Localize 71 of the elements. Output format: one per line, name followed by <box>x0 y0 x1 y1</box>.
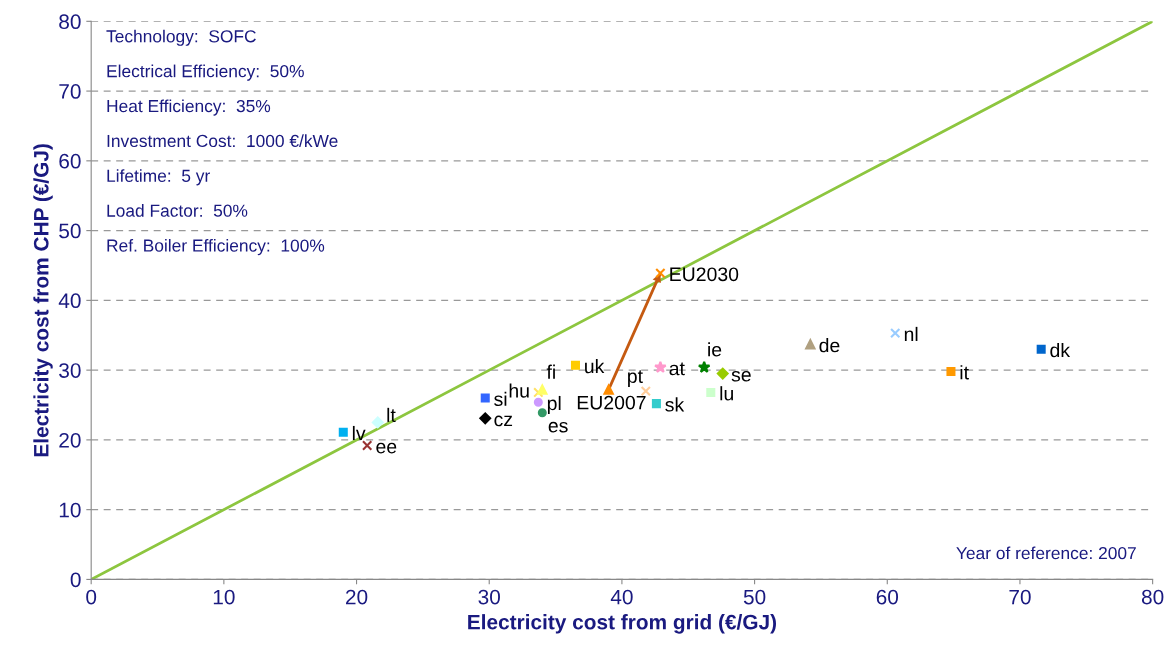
point <box>570 360 580 370</box>
point <box>697 360 711 373</box>
x-axis-title: Electricity cost from grid (€/GJ) <box>468 614 777 634</box>
x-tick-label: 80 <box>1141 589 1164 605</box>
annotation: Investment Cost: 1000 €/kWe <box>107 134 338 148</box>
series-label: it <box>960 365 969 380</box>
point <box>338 427 348 437</box>
series-label: at <box>669 362 685 376</box>
y-tick-label: 50 <box>59 223 81 239</box>
annotation: Electrical Efficiency: 50% <box>107 64 304 81</box>
point <box>361 440 373 451</box>
series-label: se <box>731 370 751 382</box>
point <box>371 416 384 429</box>
x-tick-label: 60 <box>876 589 899 605</box>
annotation: Year of reference: 2007 <box>956 546 1136 560</box>
series-label: EU2030 <box>670 267 739 282</box>
series-label: ee <box>376 442 397 454</box>
series-label: uk <box>585 358 605 374</box>
x-tick-label: 0 <box>86 589 97 605</box>
series-label: ie <box>708 342 722 357</box>
series-label: cz <box>494 415 513 427</box>
series-label: lu <box>720 386 733 401</box>
series-label: de <box>819 338 840 353</box>
point <box>479 412 492 425</box>
point <box>716 367 729 380</box>
y-tick-label: 40 <box>58 293 81 309</box>
x-tick-label: 10 <box>213 589 235 605</box>
point <box>603 384 614 395</box>
point <box>1036 344 1046 354</box>
annotation: Lifetime: 5 yr <box>107 169 210 186</box>
y-tick-label: 70 <box>59 84 81 99</box>
y-tick-label: 60 <box>59 153 81 169</box>
point <box>654 360 667 373</box>
point <box>655 267 666 279</box>
point <box>651 399 661 409</box>
y-tick-label: 10 <box>59 502 81 518</box>
point <box>533 387 544 398</box>
x-tick-label: 30 <box>478 589 500 605</box>
y-tick-label: 80 <box>59 14 81 30</box>
point <box>890 327 901 339</box>
x-tick-label: 50 <box>743 589 766 605</box>
point <box>946 367 956 377</box>
point <box>805 339 816 350</box>
series-label: si <box>494 391 507 407</box>
series-label: fi <box>546 364 555 379</box>
series-label: lv <box>352 425 366 441</box>
series-label: sk <box>665 397 685 412</box>
x-tick-label: 70 <box>1009 589 1031 605</box>
annotation: Heat Efficiency: 35% <box>107 99 271 116</box>
point <box>537 384 548 395</box>
series-label: EU2007 <box>577 395 646 410</box>
annotation: Load Factor: 50% <box>107 204 248 217</box>
point <box>706 387 716 397</box>
x-tick-label: 20 <box>346 589 368 605</box>
series-label: pt <box>628 370 643 387</box>
point <box>480 393 490 403</box>
series-label: pl <box>547 395 561 415</box>
y-tick-label: 20 <box>59 432 81 448</box>
x-tick-label: 40 <box>610 589 633 605</box>
annotation: Technology: SOFC <box>106 29 256 46</box>
series-label: es <box>548 421 568 433</box>
series-label: lt <box>387 407 396 423</box>
y-tick-label: 0 <box>70 572 81 588</box>
point <box>533 397 543 407</box>
series-label: dk <box>1050 342 1071 358</box>
point <box>537 408 547 418</box>
annotation: Ref. Boiler Efficiency: 100% <box>107 238 325 256</box>
y-axis-title: Electricity cost from CHP (€/GJ) <box>33 144 53 457</box>
series-label: nl <box>904 326 918 341</box>
series-label: hu <box>509 383 529 398</box>
y-tick-label: 30 <box>59 363 81 378</box>
